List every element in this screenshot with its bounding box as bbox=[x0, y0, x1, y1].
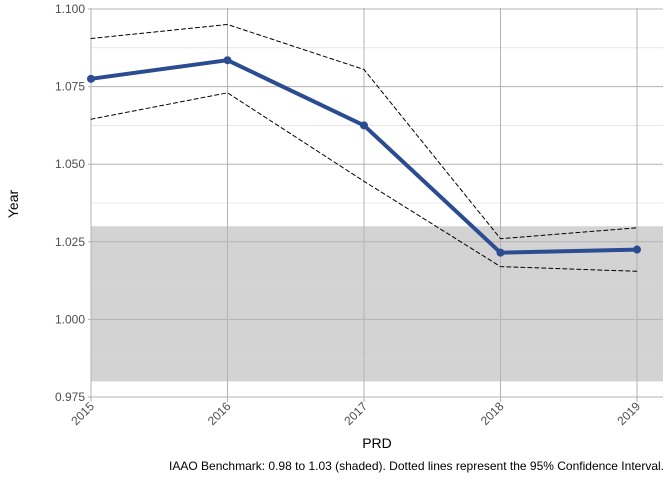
series-line-2 bbox=[90, 92, 638, 272]
y-tick-label-3: 1.050 bbox=[55, 157, 85, 171]
grid-layer bbox=[90, 8, 663, 399]
x-tick-labels: 2015 2016 2017 2018 2019 bbox=[68, 399, 643, 428]
y-axis-title: Year bbox=[5, 190, 21, 219]
data-point-2015 bbox=[87, 74, 95, 83]
y-tick-labels: 0.975 1.000 1.025 1.050 1.075 1.100 bbox=[55, 2, 91, 404]
data-point-2019 bbox=[633, 245, 641, 254]
x-tick-label-2017: 2017 bbox=[341, 399, 370, 428]
chart-caption: IAAO Benchmark: 0.98 to 1.03 (shaded). D… bbox=[169, 459, 664, 473]
data-point-2016 bbox=[223, 56, 232, 65]
y-tick-label-5: 1.100 bbox=[55, 2, 85, 16]
x-axis-title: PRD bbox=[362, 435, 392, 451]
y-tick-label-0: 0.975 bbox=[55, 390, 85, 404]
x-tick-label-2018: 2018 bbox=[478, 399, 507, 428]
series-line-1 bbox=[90, 24, 638, 240]
y-tick-label-2: 1.025 bbox=[55, 235, 85, 249]
data-point-2018 bbox=[496, 248, 505, 257]
y-tick-label-1: 1.000 bbox=[55, 312, 85, 326]
y-tick-label-4: 1.075 bbox=[55, 80, 85, 94]
series-layer bbox=[87, 24, 641, 272]
x-tick-label-2019: 2019 bbox=[614, 399, 643, 428]
x-tick-label-2016: 2016 bbox=[205, 399, 234, 428]
data-point-2017 bbox=[360, 121, 368, 130]
